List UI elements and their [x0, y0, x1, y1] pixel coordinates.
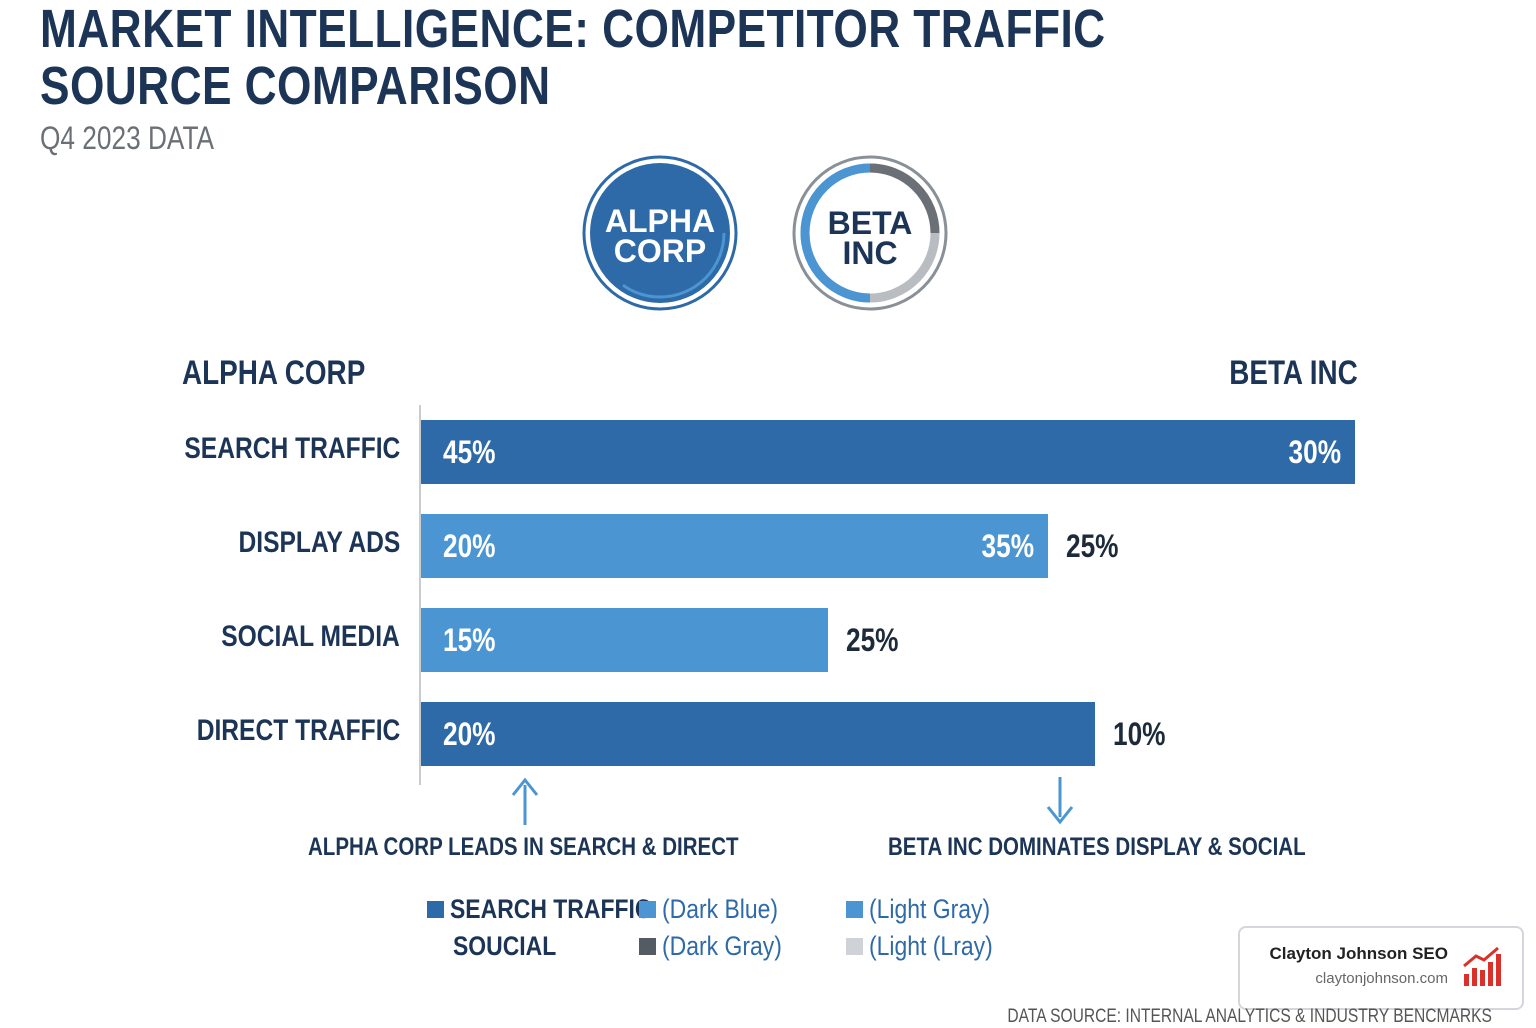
watermark-icon: [1463, 946, 1501, 986]
row-label-text: DIRECT TRAFFIC: [196, 714, 400, 747]
bar-label-text: 45%: [443, 434, 496, 470]
bar-label: 35%: [970, 528, 1034, 565]
badge-text: INC: [842, 235, 897, 271]
badge-text: ALPHA: [605, 203, 715, 239]
annotation: ALPHA CORP LEADS IN SEARCH & DIRECT: [308, 833, 739, 861]
legend-item: (Dark Gray): [639, 930, 803, 962]
bar-label-text: 20%: [443, 716, 496, 752]
arrow-head: [1046, 806, 1074, 825]
row-label: SOCIAL MEDIA: [0, 620, 400, 654]
legend-item: SEARCH TRAFFIC: [427, 893, 687, 925]
row-label: DIRECT TRAFFIC: [0, 714, 400, 748]
outside-label-text: 25%: [1066, 528, 1119, 564]
legend-label: SEARCH TRAFFIC: [450, 894, 652, 925]
legend-swatch: [846, 938, 863, 956]
outside-label: 25%: [1066, 528, 1130, 565]
bar-label: 30%: [1277, 434, 1341, 471]
badge-fill: [812, 175, 928, 291]
subtitle: Q4 2023 DATA: [40, 120, 215, 156]
bar-label-text: 35%: [981, 528, 1034, 564]
legend-item: (Light Gray): [846, 893, 1012, 925]
legend-label: (Dark Blue): [662, 894, 779, 925]
badge-arc: [800, 163, 871, 303]
legend-swatch: [427, 901, 444, 919]
row-label-text: SOCIAL MEDIA: [221, 620, 400, 653]
axis-line: [419, 405, 421, 785]
arrow-head: [511, 777, 539, 796]
bar: 45% 30%: [421, 420, 1355, 484]
row-label: DISPLAY ADS: [0, 526, 400, 560]
badge-text: BETA: [828, 205, 913, 241]
bar-label: 15%: [443, 622, 507, 659]
legend-item: SOUCIAL: [453, 930, 575, 962]
bar-label-text: 20%: [443, 528, 496, 564]
watermark-name: Clayton Johnson SEO: [1269, 944, 1448, 963]
legend-label: (Dark Gray): [662, 931, 782, 962]
legend-swatch: [639, 938, 656, 956]
legend-label: (Light (Lray): [869, 931, 993, 962]
annotation: BETA INC DOMINATES DISPLAY & SOCIAL: [888, 833, 1306, 861]
row-label: SEARCH TRAFFIC: [0, 432, 400, 466]
watermark-url: claytonjohnson.com: [1315, 970, 1448, 987]
bar: 20% 35%: [421, 514, 1048, 578]
outside-label-text: 10%: [1113, 716, 1166, 752]
badge-fill: [590, 163, 730, 303]
bar: 20%: [421, 702, 1095, 766]
legend-label: (Light Gray): [869, 894, 991, 925]
title-line: MARKET INTELLIGENCE: COMPETITOR TRAFFIC: [40, 0, 1106, 59]
bar-label: 45%: [443, 434, 507, 471]
column-heading: ALPHA CORP: [182, 354, 366, 392]
row-label-text: DISPLAY ADS: [238, 526, 400, 559]
watermark: Clayton Johnson SEO claytonjohnson.com: [1238, 926, 1524, 1010]
badge-arc: [594, 167, 726, 299]
badge-text: CORP: [614, 233, 706, 269]
footer: DATA SOURCE: INTERNAL ANALYTICS & INDUST…: [1007, 1006, 1492, 1027]
title-line: SOURCE COMPARISON: [40, 56, 551, 116]
outside-label: 25%: [846, 622, 910, 659]
legend-swatch: [639, 901, 656, 919]
row-label-text: SEARCH TRAFFIC: [184, 432, 400, 465]
legend-label: SOUCIAL: [453, 931, 557, 962]
bar-label-text: 15%: [443, 622, 496, 658]
bar: 15%: [421, 608, 828, 672]
badges: ALPHA CORP BETA INC: [582, 155, 948, 311]
legend-swatch: [846, 901, 863, 919]
badge-arc: [869, 163, 940, 234]
column-heading: BETA INC: [1229, 354, 1358, 392]
legend-item: (Dark Blue): [639, 893, 799, 925]
bar-label: 20%: [443, 528, 507, 565]
arrows: [511, 777, 1074, 825]
outside-label: 10%: [1113, 716, 1177, 753]
bar-label: 20%: [443, 716, 507, 753]
bar-label-text: 30%: [1288, 434, 1341, 470]
legend-item: (Light (Lray): [846, 930, 1015, 962]
outside-label-text: 25%: [846, 622, 899, 658]
